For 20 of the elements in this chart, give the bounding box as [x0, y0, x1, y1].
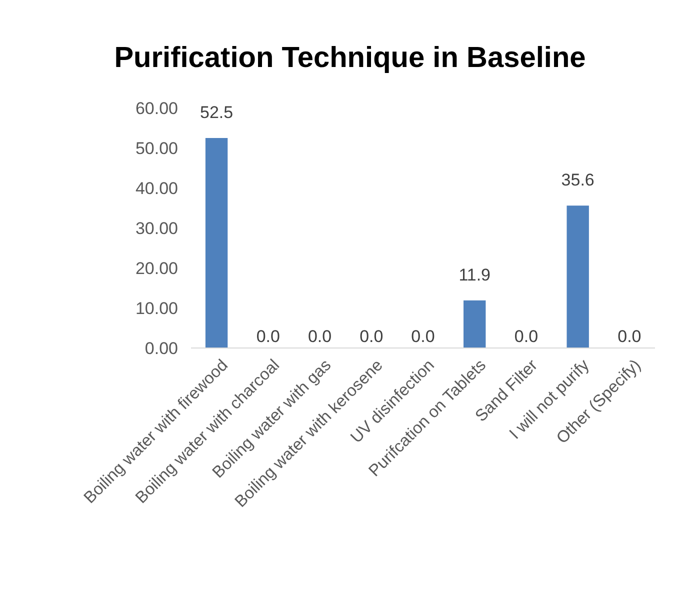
data-label: 0.0: [618, 327, 642, 346]
data-label: 52.5: [200, 103, 234, 122]
data-label: 0.0: [514, 327, 538, 346]
y-tick-label: 10.00: [135, 298, 178, 318]
data-label: 0.0: [308, 327, 332, 346]
bar: [464, 300, 486, 348]
y-tick-label: 40.00: [135, 178, 178, 198]
data-label: 0.0: [256, 327, 280, 346]
y-tick-label: 60.00: [135, 98, 178, 118]
data-label: 11.9: [458, 265, 491, 284]
chart-title: Purification Technique in Baseline: [114, 42, 586, 74]
data-label: 35.6: [561, 170, 594, 190]
y-tick-label: 50.00: [135, 138, 178, 158]
data-label: 0.0: [411, 327, 435, 346]
bar: [566, 206, 589, 348]
y-tick-label: 30.00: [135, 218, 178, 238]
y-tick-label: 20.00: [135, 258, 178, 278]
y-tick-label: 0.00: [144, 338, 178, 358]
bar: [205, 138, 228, 348]
data-label: 0.0: [360, 327, 384, 346]
